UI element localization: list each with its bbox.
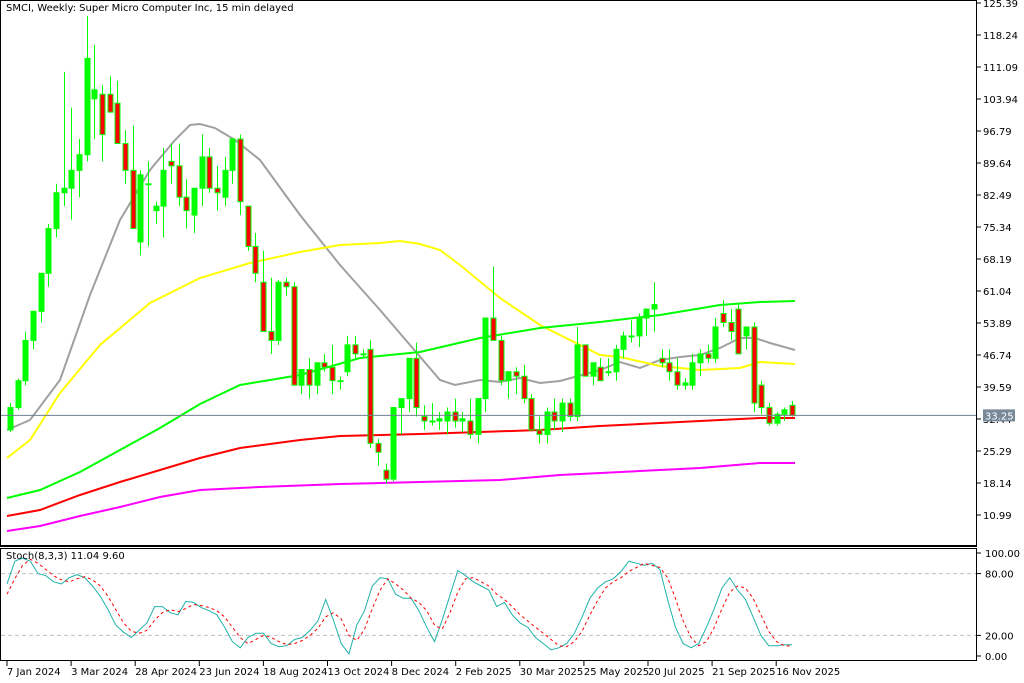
time-tick-label: 30 Mar 2025: [520, 667, 583, 678]
price-tick-label: 18.14: [983, 479, 1012, 490]
stoch-panel-frame: [0, 548, 977, 661]
stochastic-oscillator: [6, 557, 793, 656]
price-axis: 125.39 118.24 111.09 103.94 96.79 89.64 82.49 7…: [977, 0, 1018, 522]
price-panel-frame: [0, 0, 977, 546]
price-tick-label: 75.34: [983, 223, 1012, 234]
time-tick-label: 8 Dec 2024: [392, 667, 450, 678]
time-tick-label: 16 Nov 2025: [776, 667, 840, 678]
price-tick-label: 89.64: [983, 159, 1012, 170]
time-tick-label: 21 Sep 2025: [712, 667, 775, 678]
stoch-tick-label: 20.00: [985, 631, 1014, 642]
price-tick-label: 39.59: [983, 383, 1012, 394]
time-tick-label: 13 Oct 2024: [328, 667, 390, 678]
candlesticks: [7, 15, 796, 484]
time-tick-label: 28 Apr 2024: [135, 667, 197, 678]
time-tick-label: 2 Feb 2025: [456, 667, 512, 678]
price-tick-label: 10.99: [983, 511, 1012, 522]
price-tick-label: 103.94: [983, 95, 1018, 106]
stoch-tick-label: 80.00: [985, 570, 1014, 581]
time-tick-label: 3 Mar 2024: [71, 667, 128, 678]
price-tick-label: 125.39: [983, 0, 1018, 10]
stoch-indicator-label: Stoch(8,3,3) 11.04 9.60: [6, 551, 125, 562]
current-price-label: 33.25: [985, 411, 1014, 422]
price-tick-label: 53.89: [983, 319, 1012, 330]
chart-title: SMCI, Weekly: Super Micro Computer Inc, …: [6, 3, 294, 14]
time-tick-label: 18 Aug 2024: [263, 667, 327, 678]
price-tick-label: 61.04: [983, 287, 1012, 298]
time-tick-label: 7 Jan 2024: [7, 667, 61, 678]
time-tick-label: 25 May 2025: [584, 667, 649, 678]
stoch-axis: 100.00 80.00 20.00 0.00: [1, 549, 1020, 663]
time-tick-label: 20 Jul 2025: [648, 667, 705, 678]
current-price-line: 33.25: [1, 409, 1015, 422]
price-tick-label: 118.24: [983, 31, 1018, 42]
price-tick-label: 96.79: [983, 127, 1012, 138]
stoch-tick-label: 100.00: [985, 549, 1020, 560]
stoch-tick-label: 0.00: [985, 652, 1007, 663]
price-tick-label: 25.29: [983, 447, 1012, 458]
time-tick-label: 23 Jun 2024: [199, 667, 259, 678]
time-axis: 7 Jan 2024 3 Mar 2024 28 Apr 2024 23 Jun 20…: [6, 661, 840, 678]
price-tick-label: 46.74: [983, 351, 1012, 362]
price-tick-label: 111.09: [983, 63, 1018, 74]
moving-averages: [6, 122, 796, 532]
price-tick-label: 82.49: [983, 191, 1012, 202]
price-tick-label: 68.19: [983, 255, 1012, 266]
